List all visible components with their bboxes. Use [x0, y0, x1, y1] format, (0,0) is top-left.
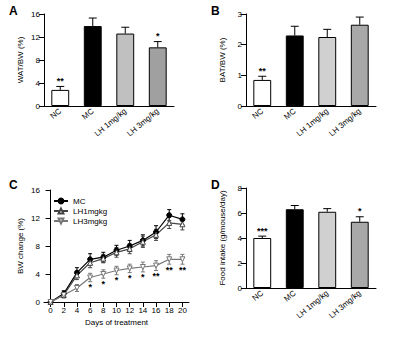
svg-text:20: 20 [178, 306, 187, 315]
svg-text:Food intake (g/mouse/day): Food intake (g/mouse/day) [218, 190, 227, 285]
svg-text:4: 4 [36, 79, 41, 88]
svg-text:**: ** [259, 66, 267, 76]
svg-text:6: 6 [88, 306, 93, 315]
svg-text:0: 0 [36, 102, 41, 111]
svg-text:WAT/BW (%): WAT/BW (%) [16, 36, 25, 83]
svg-text:8: 8 [36, 56, 41, 65]
svg-text:NC: NC [49, 106, 64, 120]
svg-text:12: 12 [31, 33, 40, 42]
svg-text:Days of treatment: Days of treatment [85, 318, 149, 327]
svg-text:LH 1mg/kg: LH 1mg/kg [295, 107, 330, 139]
svg-text:3: 3 [238, 10, 243, 19]
svg-text:MC: MC [80, 106, 95, 121]
svg-text:MC: MC [73, 197, 86, 206]
svg-text:16: 16 [31, 10, 40, 19]
svg-text:LH1mgkg: LH1mgkg [73, 207, 107, 216]
svg-text:*: * [141, 272, 145, 282]
svg-text:BW change (%): BW change (%) [16, 218, 25, 274]
svg-text:2: 2 [238, 259, 243, 268]
svg-text:BAT/BW (%): BAT/BW (%) [218, 37, 227, 82]
svg-text:4: 4 [36, 270, 41, 279]
svg-text:D: D [211, 178, 220, 192]
svg-text:1: 1 [238, 71, 243, 80]
svg-text:0: 0 [238, 284, 243, 293]
svg-text:18: 18 [165, 306, 174, 315]
svg-text:LH 3mg/kg: LH 3mg/kg [327, 107, 362, 139]
svg-text:12: 12 [125, 306, 134, 315]
svg-text:0: 0 [238, 102, 243, 111]
svg-text:8: 8 [101, 306, 106, 315]
svg-text:0: 0 [48, 306, 53, 315]
svg-text:LH 1mg/kg: LH 1mg/kg [93, 107, 128, 139]
svg-text:8: 8 [238, 184, 243, 193]
svg-text:*: * [115, 275, 119, 285]
svg-text:LH 3mg/kg: LH 3mg/kg [327, 289, 362, 321]
svg-text:***: *** [257, 226, 268, 236]
svg-text:*: * [102, 279, 106, 289]
svg-text:2: 2 [238, 40, 243, 49]
svg-text:*: * [88, 282, 92, 292]
svg-text:16: 16 [31, 186, 40, 195]
svg-text:14: 14 [138, 306, 147, 315]
svg-text:4: 4 [238, 234, 243, 243]
svg-text:LH 3mg/kg: LH 3mg/kg [125, 107, 160, 139]
svg-text:B: B [211, 4, 220, 18]
svg-text:**: ** [57, 76, 65, 86]
svg-text:16: 16 [152, 306, 161, 315]
svg-text:8: 8 [36, 242, 41, 251]
svg-text:**: ** [179, 265, 187, 275]
svg-text:12: 12 [31, 214, 40, 223]
svg-text:A: A [9, 4, 18, 18]
svg-text:LH 1mg/kg: LH 1mg/kg [295, 289, 330, 321]
svg-text:*: * [156, 31, 160, 41]
svg-text:**: ** [153, 271, 161, 281]
svg-text:MC: MC [282, 106, 297, 121]
svg-text:10: 10 [112, 306, 121, 315]
svg-text:6: 6 [238, 209, 243, 218]
svg-text:4: 4 [75, 306, 80, 315]
svg-text:2: 2 [62, 306, 67, 315]
svg-text:*: * [128, 273, 132, 283]
svg-text:MC: MC [282, 288, 297, 303]
svg-text:**: ** [166, 265, 174, 275]
svg-text:LH3mgkg: LH3mgkg [73, 217, 107, 226]
svg-text:0: 0 [36, 298, 41, 307]
svg-text:C: C [9, 178, 18, 192]
svg-text:*: * [358, 206, 362, 216]
svg-text:NC: NC [251, 288, 266, 302]
svg-text:NC: NC [251, 106, 266, 120]
